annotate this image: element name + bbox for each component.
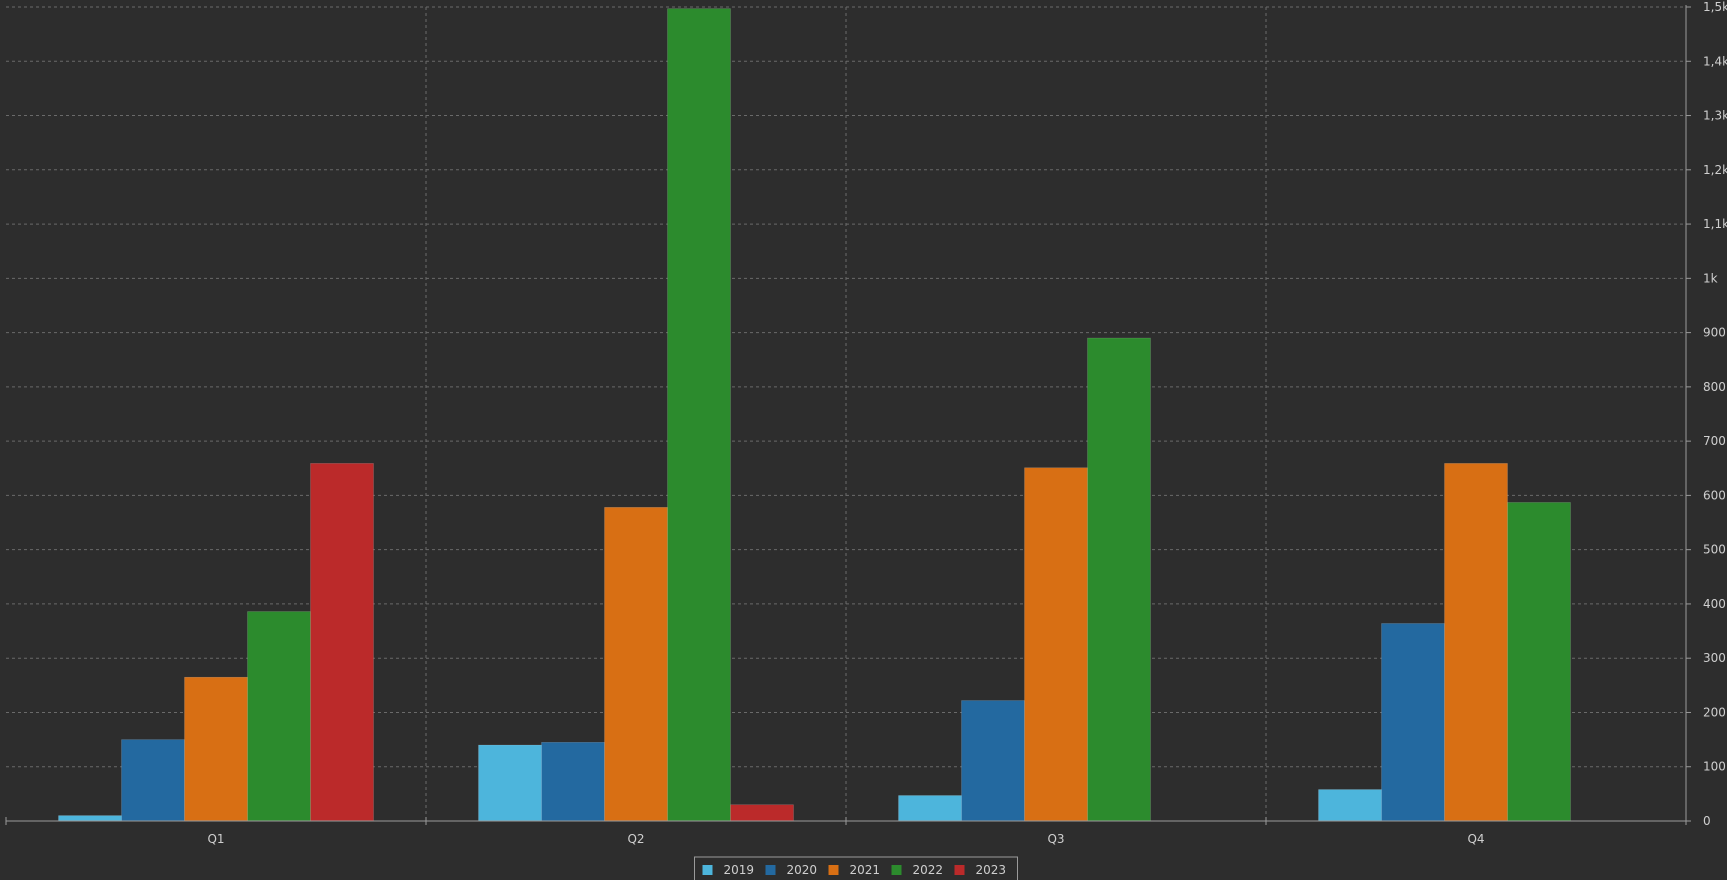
x-tick-label: Q3 xyxy=(1047,832,1064,846)
legend-label: 2022 xyxy=(913,863,944,877)
y-tick-label: 400 xyxy=(1703,597,1726,611)
y-tick-label: 0 xyxy=(1703,814,1711,828)
legend-label: 2020 xyxy=(787,863,818,877)
x-tick-label: Q1 xyxy=(207,832,224,846)
bar-2023-Q1 xyxy=(310,463,374,822)
y-tick-label: 1,3k xyxy=(1703,109,1727,123)
bar-2021-Q2 xyxy=(604,507,668,822)
bar-2021-Q1 xyxy=(184,676,248,822)
bar-2019-Q1 xyxy=(58,815,122,822)
bar-2019-Q3 xyxy=(898,795,962,822)
bar-2022-Q1 xyxy=(247,611,311,822)
legend-box xyxy=(694,856,1018,880)
y-tick-label: 1,5k xyxy=(1703,0,1727,14)
bar-2020-Q3 xyxy=(961,700,1025,822)
legend: 2019 2020 2021 2022 2023 xyxy=(694,856,1018,880)
bar-2022-Q2 xyxy=(667,8,731,822)
legend-swatch xyxy=(891,865,902,875)
y-tick-label: 1,2k xyxy=(1703,163,1727,177)
y-tick-label: 900 xyxy=(1703,326,1726,340)
bar-2020-Q1 xyxy=(121,739,185,822)
bar-2020-Q4 xyxy=(1381,623,1445,822)
bar-2022-Q3 xyxy=(1087,337,1151,822)
bar-marks xyxy=(58,8,1571,822)
legend-label: 2019 xyxy=(724,863,755,877)
legend-swatch xyxy=(702,865,713,875)
legend-swatch xyxy=(954,865,965,875)
axes: 0 100 200 300 400 500 600 700 800 900 1k 1,1k 1,2k 1,… xyxy=(5,0,1727,846)
bar-2021-Q3 xyxy=(1024,467,1088,822)
bar-2019-Q2 xyxy=(478,744,542,822)
y-tick-label: 500 xyxy=(1703,543,1726,557)
y-tick-label: 200 xyxy=(1703,705,1726,719)
legend-swatch xyxy=(828,865,839,875)
legend-label: 2021 xyxy=(850,863,881,877)
y-tick-label: 600 xyxy=(1703,488,1726,502)
x-tick-label: Q2 xyxy=(627,832,644,846)
legend-label: 2023 xyxy=(976,863,1007,877)
y-tick-label: 700 xyxy=(1703,434,1726,448)
bar-2021-Q4 xyxy=(1444,463,1508,822)
y-tick-label: 300 xyxy=(1703,651,1726,665)
x-tick-label: Q4 xyxy=(1467,832,1484,846)
y-tick-label: 1k xyxy=(1703,271,1718,285)
y-tick-label: 800 xyxy=(1703,380,1726,394)
bar-2020-Q2 xyxy=(541,742,605,822)
y-tick-label: 1,1k xyxy=(1703,217,1727,231)
legend-swatch xyxy=(765,865,776,875)
bar-2019-Q4 xyxy=(1318,789,1382,822)
y-tick-label: 100 xyxy=(1703,760,1726,774)
bar-2023-Q2 xyxy=(730,804,794,822)
bar-2022-Q4 xyxy=(1507,502,1571,822)
y-tick-label: 1,4k xyxy=(1703,54,1727,68)
